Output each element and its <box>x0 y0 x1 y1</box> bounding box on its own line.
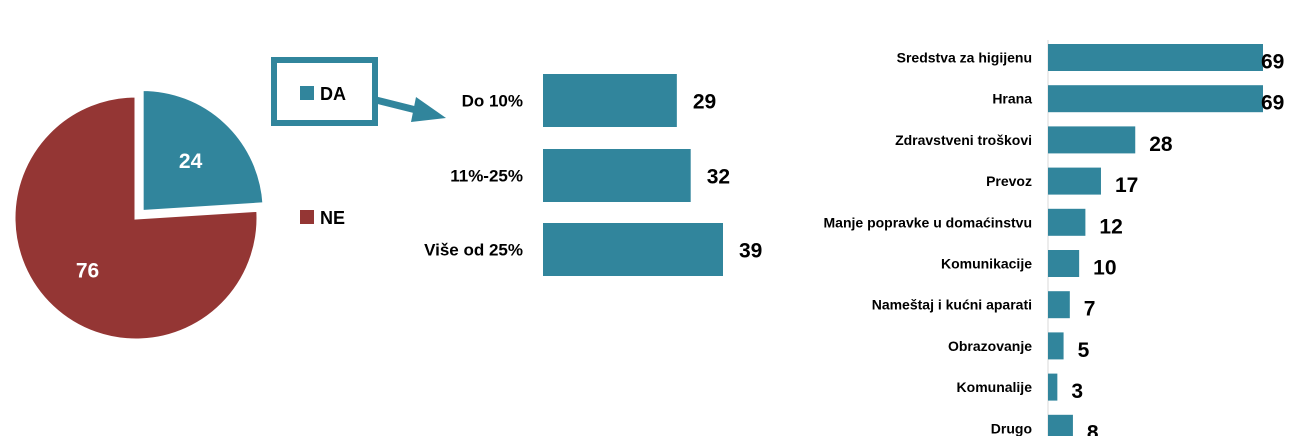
category-bar-label: Prevoz <box>986 173 1032 189</box>
share-bar <box>543 149 691 202</box>
pie-data-label-ne: 76 <box>76 260 99 283</box>
category-bar <box>1048 85 1263 113</box>
category-bar-label: Sredstva za higijenu <box>897 50 1032 66</box>
share-bar-category-label: Do 10% <box>462 92 523 111</box>
legend-label-da: DA <box>320 84 346 104</box>
category-bar-value-label: 8 <box>1087 421 1099 436</box>
category-bar-chart: Sredstva za higijenu 69 Hrana 69 Zdravstveni… <box>824 40 1284 436</box>
callout-arrow-line <box>375 96 421 115</box>
pie-slice-da <box>140 87 266 214</box>
share-bar-value-label: 29 <box>693 91 716 114</box>
category-bar <box>1048 414 1073 436</box>
category-bar-label: Drugo <box>991 420 1032 436</box>
category-bar <box>1048 44 1263 71</box>
category-bar-label: Manje popravke u domaćinstvu <box>824 214 1033 230</box>
category-bar-label: Obrazovanje <box>948 338 1032 354</box>
pie-legend: DA NE <box>271 57 446 228</box>
category-bar-label: Nameštaj i kućni aparati <box>872 297 1032 313</box>
category-bar <box>1048 291 1070 319</box>
share-bar <box>543 74 677 127</box>
share-bar-value-label: 32 <box>707 166 730 189</box>
category-bar-value-label: 10 <box>1093 257 1116 280</box>
share-bar-category-label: Više od 25% <box>424 241 523 260</box>
category-bar-value-label: 7 <box>1084 298 1096 321</box>
category-bar-value-label: 12 <box>1099 215 1122 238</box>
legend-da-highlight-box <box>271 57 378 126</box>
share-bar <box>543 223 723 276</box>
share-bar-value-label: 39 <box>739 240 762 263</box>
share-bar-chart: Do 10% 29 11%-25% 32 Više od 25% 39 <box>424 74 762 276</box>
category-bar <box>1048 167 1101 195</box>
category-bar-label: Komunalije <box>957 379 1033 395</box>
legend-swatch-ne <box>300 210 314 224</box>
category-bar-label: Zdravstveni troškovi <box>895 132 1032 148</box>
category-bar-value-label: 5 <box>1078 339 1090 362</box>
legend-label-ne: NE <box>320 208 345 228</box>
pie-slice-ne <box>12 94 260 342</box>
category-bar-value-label: 28 <box>1149 133 1173 156</box>
category-bar-label: Hrana <box>992 91 1032 107</box>
category-bar <box>1048 373 1058 401</box>
share-bar-category-label: 11%-25% <box>450 167 523 186</box>
category-bar <box>1048 208 1086 236</box>
pie-chart: 24 76 <box>12 87 266 342</box>
callout-arrow-head <box>411 97 446 122</box>
category-bar <box>1048 126 1136 154</box>
category-bar <box>1048 250 1080 277</box>
category-bar-value-label: 69 <box>1261 92 1284 115</box>
category-bar-value-label: 3 <box>1071 380 1083 403</box>
category-bar-value-label: 17 <box>1115 174 1138 197</box>
category-bar-value-label: 69 <box>1261 51 1284 74</box>
category-bar <box>1048 332 1064 360</box>
category-bar-label: Komunikacije <box>941 256 1032 272</box>
legend-swatch-da <box>300 86 314 100</box>
pie-data-label-da: 24 <box>179 150 203 173</box>
